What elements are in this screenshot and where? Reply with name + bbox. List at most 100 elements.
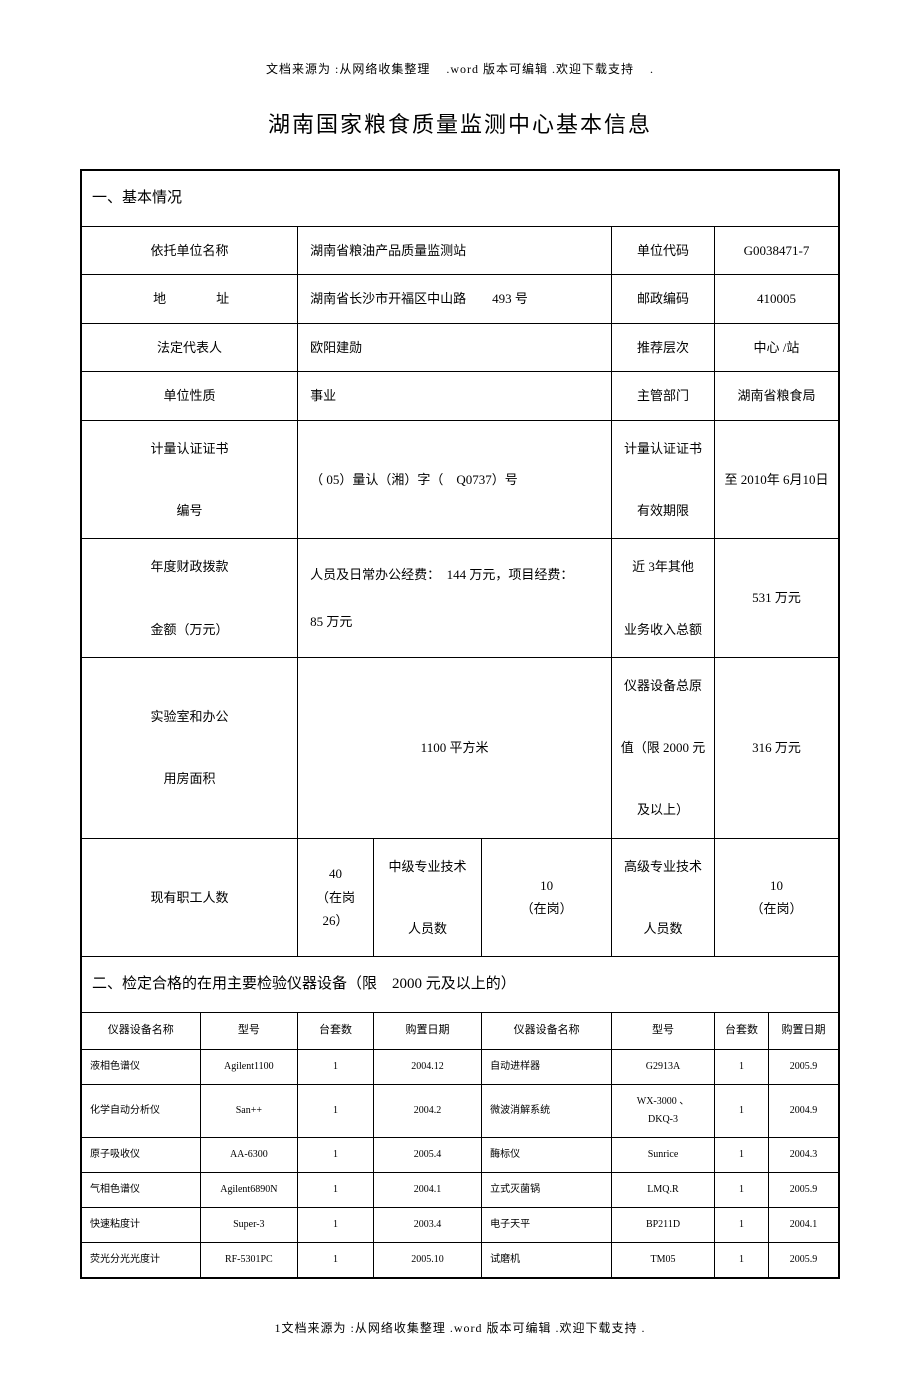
equip-qty2: 1 (714, 1207, 768, 1242)
equip-model1: Agilent1100 (200, 1049, 297, 1084)
section2-header-row: 二、检定合格的在用主要检验仪器设备（限 2000 元及以上的） (81, 957, 839, 1013)
equip-model1: San++ (200, 1084, 297, 1137)
equip-qty1: 1 (298, 1049, 374, 1084)
equip-date2: 2005.9 (769, 1242, 839, 1278)
equip-model2: BP211D (612, 1207, 715, 1242)
col-model2: 型号 (612, 1013, 715, 1050)
col-date2: 购置日期 (769, 1013, 839, 1050)
equip-row: 液相色谱仪 Agilent1100 1 2004.12 自动进样器 G2913A… (81, 1049, 839, 1084)
equip-name1: 化学自动分析仪 (81, 1084, 200, 1137)
equip-qty2: 1 (714, 1049, 768, 1084)
equip-total-value: 316 万元 (714, 657, 839, 838)
staff-total: 40 （在岗 26） (298, 838, 374, 957)
income-label: 近 3年其他 业务收入总额 (612, 539, 715, 658)
dept-value: 湖南省粮食局 (714, 372, 839, 420)
equip-name2: 酶标仪 (482, 1137, 612, 1172)
finance-value: 人员及日常办公经费： 144 万元，项目经费： 85 万元 (298, 539, 612, 658)
equip-date2: 2005.9 (769, 1049, 839, 1084)
unit-code-label: 单位代码 (612, 227, 715, 275)
dept-label: 主管部门 (612, 372, 715, 420)
equip-name2: 试磨机 (482, 1242, 612, 1278)
equip-name1: 快速粘度计 (81, 1207, 200, 1242)
equip-name2: 微波消解系统 (482, 1084, 612, 1137)
section2-header: 二、检定合格的在用主要检验仪器设备（限 2000 元及以上的） (81, 957, 839, 1013)
unit-type-label: 单位性质 (81, 372, 298, 420)
equip-date1: 2005.10 (373, 1242, 481, 1278)
col-name1: 仪器设备名称 (81, 1013, 200, 1050)
equip-date2: 2005.9 (769, 1172, 839, 1207)
equip-qty2: 1 (714, 1084, 768, 1137)
equip-header-row: 仪器设备名称 型号 台套数 购置日期 仪器设备名称 型号 台套数 购置日期 (81, 1013, 839, 1050)
row-legal-rep: 法定代表人 欧阳建勋 推荐层次 中心 /站 (81, 323, 839, 371)
equip-qty1: 1 (298, 1242, 374, 1278)
equip-date2: 2004.9 (769, 1084, 839, 1137)
equip-name2: 自动进样器 (482, 1049, 612, 1084)
equip-date1: 2005.4 (373, 1137, 481, 1172)
finance-label: 年度财政拨款 金额（万元） (81, 539, 298, 658)
header-source-note: 文档来源为 :从网络收集整理 .word 版本可编辑 .欢迎下载支持 . (80, 60, 840, 77)
senior-tech-label: 高级专业技术 人员数 (612, 838, 715, 957)
cert-no-value: （ 05）量认（湘）字（ Q0737）号 (298, 420, 612, 539)
row-finance: 年度财政拨款 金额（万元） 人员及日常办公经费： 144 万元，项目经费： 85… (81, 539, 839, 658)
row-unit-name: 依托单位名称 湖南省粮油产品质量监测站 单位代码 G0038471-7 (81, 227, 839, 275)
row-address: 地址 湖南省长沙市开福区中山路 493 号 邮政编码 410005 (81, 275, 839, 323)
equip-date1: 2003.4 (373, 1207, 481, 1242)
header-note-p3: . (650, 62, 654, 76)
mid-tech-value: 10 （在岗） (482, 838, 612, 957)
senior-tech-value: 10 （在岗） (714, 838, 839, 957)
address-label: 地址 (81, 275, 298, 323)
legal-rep-label: 法定代表人 (81, 323, 298, 371)
footer-note-p1: 1文档来源为 :从网络收集整理 (274, 1321, 445, 1335)
info-table: 一、基本情况 依托单位名称 湖南省粮油产品质量监测站 单位代码 G0038471… (80, 169, 840, 1279)
equip-date1: 2004.12 (373, 1049, 481, 1084)
equip-name1: 原子吸收仪 (81, 1137, 200, 1172)
header-note-p1: 文档来源为 :从网络收集整理 (266, 62, 430, 76)
equip-name1: 气相色谱仪 (81, 1172, 200, 1207)
equip-model1: AA-6300 (200, 1137, 297, 1172)
equip-model2: LMQ.R (612, 1172, 715, 1207)
unit-type-value: 事业 (298, 372, 612, 420)
equip-qty1: 1 (298, 1084, 374, 1137)
equip-date1: 2004.2 (373, 1084, 481, 1137)
equip-total-label: 仪器设备总原 值（限 2000 元 及以上） (612, 657, 715, 838)
equip-name1: 液相色谱仪 (81, 1049, 200, 1084)
equip-qty1: 1 (298, 1137, 374, 1172)
cert-valid-value: 至 2010年 6月10日 (714, 420, 839, 539)
equip-name1: 荧光分光光度计 (81, 1242, 200, 1278)
equip-qty2: 1 (714, 1242, 768, 1278)
unit-name-label: 依托单位名称 (81, 227, 298, 275)
cert-valid-label: 计量认证证书 有效期限 (612, 420, 715, 539)
col-qty1: 台套数 (298, 1013, 374, 1050)
footer-note-p3: . (642, 1321, 646, 1335)
equip-model2: Sunrice (612, 1137, 715, 1172)
unit-name-value: 湖南省粮油产品质量监测站 (298, 227, 612, 275)
equip-model2: TM05 (612, 1242, 715, 1278)
equip-row: 化学自动分析仪 San++ 1 2004.2 微波消解系统 WX-3000 、 … (81, 1084, 839, 1137)
equip-name2: 立式灭菌锅 (482, 1172, 612, 1207)
cert-no-label: 计量认证证书 编号 (81, 420, 298, 539)
postal-label: 邮政编码 (612, 275, 715, 323)
equip-model1: Super-3 (200, 1207, 297, 1242)
equip-date2: 2004.1 (769, 1207, 839, 1242)
income-value: 531 万元 (714, 539, 839, 658)
col-date1: 购置日期 (373, 1013, 481, 1050)
lab-area-label: 实验室和办公 用房面积 (81, 657, 298, 838)
row-lab-area: 实验室和办公 用房面积 1100 平方米 仪器设备总原 值（限 2000 元 及… (81, 657, 839, 838)
equip-row: 荧光分光光度计 RF-5301PC 1 2005.10 试磨机 TM05 1 2… (81, 1242, 839, 1278)
equip-qty1: 1 (298, 1207, 374, 1242)
equip-name2: 电子天平 (482, 1207, 612, 1242)
legal-rep-value: 欧阳建勋 (298, 323, 612, 371)
recommend-value: 中心 /站 (714, 323, 839, 371)
row-unit-type: 单位性质 事业 主管部门 湖南省粮食局 (81, 372, 839, 420)
equip-qty1: 1 (298, 1172, 374, 1207)
lab-area-value: 1100 平方米 (298, 657, 612, 838)
staff-label: 现有职工人数 (81, 838, 298, 957)
section1-header: 一、基本情况 (81, 170, 839, 227)
equip-date1: 2004.1 (373, 1172, 481, 1207)
equip-model1: Agilent6890N (200, 1172, 297, 1207)
recommend-label: 推荐层次 (612, 323, 715, 371)
mid-tech-label: 中级专业技术 人员数 (373, 838, 481, 957)
page-title: 湖南国家粮食质量监测中心基本信息 (80, 107, 840, 139)
equip-qty2: 1 (714, 1137, 768, 1172)
equip-row: 气相色谱仪 Agilent6890N 1 2004.1 立式灭菌锅 LMQ.R … (81, 1172, 839, 1207)
